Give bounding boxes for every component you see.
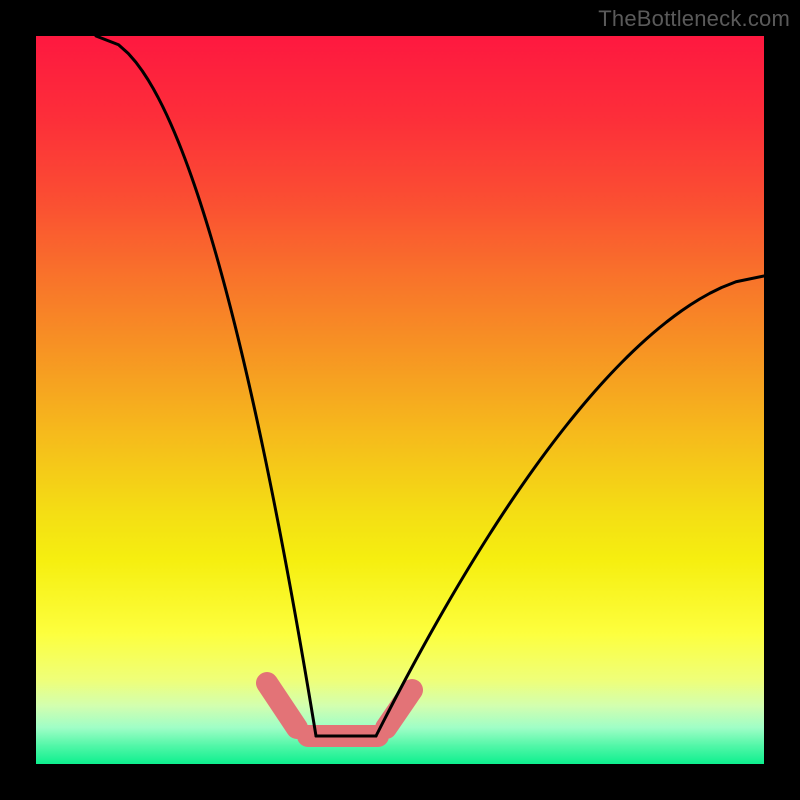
watermark-text: TheBottleneck.com bbox=[598, 6, 790, 32]
curve-right-branch bbox=[376, 276, 764, 736]
curve-overlay bbox=[36, 36, 764, 764]
curve-left-branch bbox=[96, 36, 316, 736]
plot-area bbox=[36, 36, 764, 764]
chart-stage: TheBottleneck.com bbox=[0, 0, 800, 800]
